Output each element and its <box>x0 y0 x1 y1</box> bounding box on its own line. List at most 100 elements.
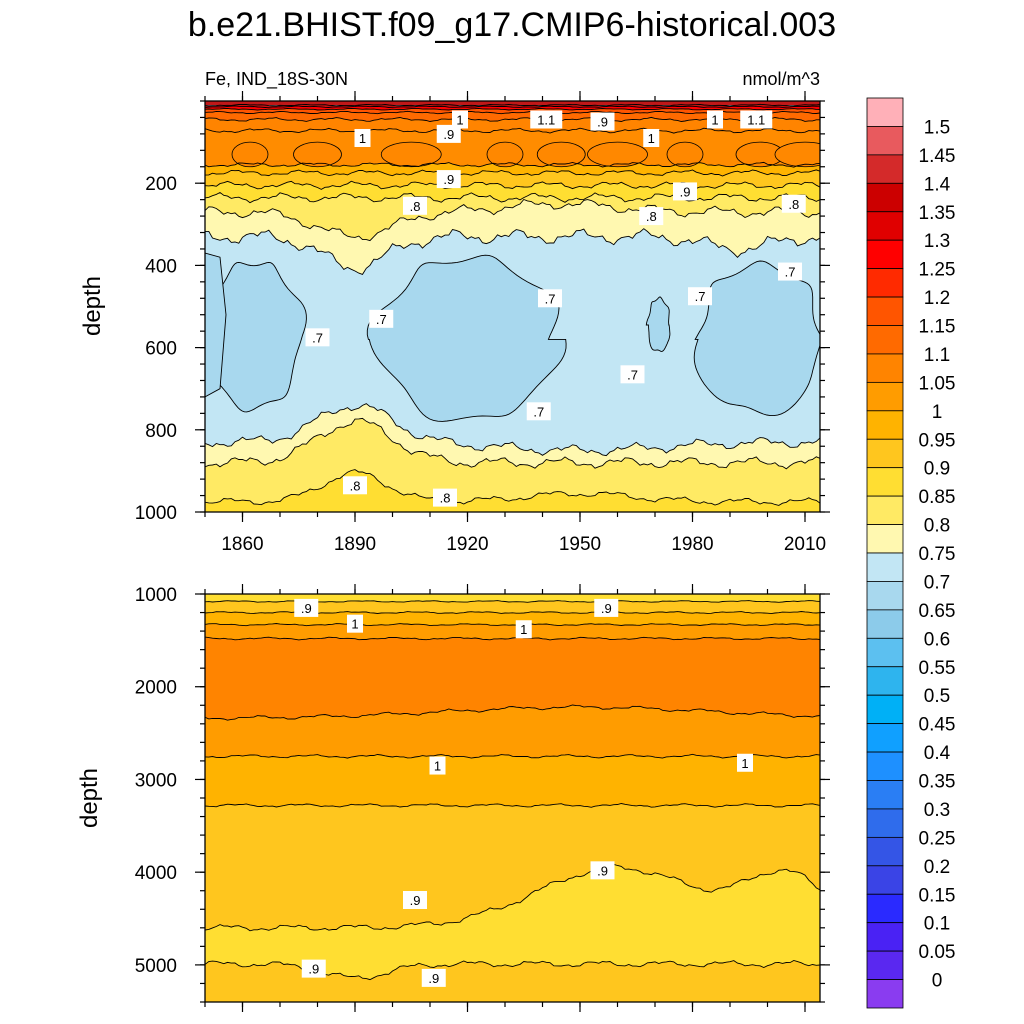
colorbar-swatch <box>866 893 904 924</box>
contour-label-bg <box>673 182 697 201</box>
contour-label: 1 <box>434 759 441 774</box>
lower-y-axis-label: depth <box>76 768 103 828</box>
upper-band-9 <box>205 192 820 241</box>
contour-label: .7 <box>533 404 544 419</box>
colorbar-swatch <box>866 410 904 440</box>
colorbar-label: 0.55 <box>919 658 956 679</box>
contour-label: .9 <box>597 115 608 130</box>
y-tick-label: 800 <box>145 421 177 442</box>
upper-blob <box>774 141 820 168</box>
contour-label-bg <box>590 861 615 880</box>
upper-axis-tick-labels: 1860 1890 1920 1950 1980 2010 200 400 600 800 1000 <box>135 174 826 555</box>
x-tick-label: 1860 <box>221 534 263 555</box>
contour-label-bg <box>740 110 773 129</box>
contour-label: .9 <box>443 127 454 142</box>
colorbar-swatch <box>866 268 904 298</box>
y-tick-label: 400 <box>145 256 177 277</box>
upper-contour-line <box>205 105 820 108</box>
upper-blob <box>587 141 648 168</box>
lower-contour-labels: .9 .9 1 1 1 1 .9 .9 .9 .9 <box>294 598 753 987</box>
y-tick-label: 200 <box>145 174 177 195</box>
colorbar-label: 1.15 <box>919 317 956 338</box>
lower-contour-line <box>205 863 820 932</box>
colorbar-label: 0.8 <box>924 516 950 537</box>
contour-label: 1 <box>648 131 655 146</box>
lower-contour-field <box>205 594 820 1002</box>
colorbar-swatch <box>866 353 904 383</box>
colorbar-swatch <box>866 979 904 1009</box>
contour-label: .9 <box>443 172 454 187</box>
lower-contour-line <box>205 753 820 759</box>
x-tick-label: 2010 <box>784 534 826 555</box>
upper-contour-line <box>205 198 820 242</box>
contour-label-bg <box>707 110 723 129</box>
contour-label: .8 <box>350 478 361 493</box>
colorbar-swatch <box>866 467 904 497</box>
y-tick-label: 4000 <box>135 863 177 884</box>
contour-label: .8 <box>788 197 799 212</box>
contour-label-bg <box>429 756 446 775</box>
contour-label-bg <box>436 124 461 143</box>
upper-blob <box>380 141 442 168</box>
colorbar-label: 1.05 <box>919 373 956 394</box>
upper-contour-lines <box>205 103 820 506</box>
contour-label-bg <box>530 110 563 129</box>
contour-label: 1 <box>520 622 527 637</box>
upper-contour-line <box>205 169 820 177</box>
colorbar: 1.5 1.45 1.4 1.35 1.3 1.25 1.2 1.15 1.1 1.05 1 0.95… <box>866 97 956 1009</box>
unit-subtitle: nmol/m^3 <box>743 69 820 89</box>
lower-band-1 <box>205 600 820 614</box>
lower-contour-line <box>205 636 820 641</box>
lower-band-5 <box>205 705 820 759</box>
contour-label: .9 <box>301 601 312 616</box>
colorbar-label: 0.3 <box>924 800 950 821</box>
contour-label: .9 <box>308 962 319 977</box>
upper-pool-3 <box>693 260 820 417</box>
contour-label: .7 <box>695 289 706 304</box>
contour-label: .8 <box>410 199 421 214</box>
contour-label: .9 <box>410 893 421 908</box>
upper-y-axis-label: depth <box>79 276 106 336</box>
contour-label-bg <box>594 598 619 617</box>
lower-contour-line <box>205 803 820 808</box>
lower-band-3 <box>205 623 820 640</box>
upper-band-13 <box>205 418 820 506</box>
upper-pool-0 <box>205 261 307 413</box>
lower-band-7 <box>205 803 820 931</box>
contour-label-bg <box>620 365 645 384</box>
contour-label: .9 <box>680 184 691 199</box>
colorbar-swatch <box>866 381 904 412</box>
colorbar-swatch <box>866 723 904 753</box>
contour-label-bg <box>778 262 802 281</box>
colorbar-swatch <box>866 922 904 952</box>
colorbar-swatch <box>866 666 904 696</box>
upper-plot-frame <box>204 100 821 513</box>
colorbar-swatch <box>866 609 904 639</box>
y-tick-label: 3000 <box>135 770 177 791</box>
upper-band-12 <box>205 403 820 469</box>
colorbar-swatch <box>866 581 904 611</box>
colorbar-label: 0.05 <box>919 942 956 963</box>
colorbar-label: 0.35 <box>919 772 956 793</box>
upper-contour-line <box>205 127 820 134</box>
contour-label: .8 <box>440 491 451 506</box>
colorbar-swatch <box>866 97 904 127</box>
contour-label: .9 <box>428 971 439 986</box>
colorbar-label: 1 <box>932 402 943 423</box>
colorbar-swatch <box>866 126 904 156</box>
upper-panel: 1.91 1.1.911 1.1.9.8.9.8.8.7.7.7.7.7.7.7.8… <box>79 91 830 555</box>
contour-label-bg <box>515 620 532 639</box>
colorbar-label: 0.25 <box>919 828 956 849</box>
lower-axis-tick-labels: 1000 2000 3000 4000 5000 <box>135 585 177 977</box>
colorbar-label: 0.85 <box>919 487 956 508</box>
contour-label-bg <box>369 309 394 328</box>
contour-label-bg <box>347 614 363 633</box>
colorbar-swatch <box>866 182 904 213</box>
chart-title: b.e21.BHIST.f09_g17.CMIP6-historical.003 <box>188 6 836 44</box>
colorbar-label: 0.95 <box>919 430 956 451</box>
contour-label-bg <box>305 328 330 347</box>
colorbar-swatch <box>866 637 904 668</box>
upper-contour-line <box>205 107 820 111</box>
upper-blob <box>536 141 586 168</box>
upper-band-8 <box>205 181 820 203</box>
